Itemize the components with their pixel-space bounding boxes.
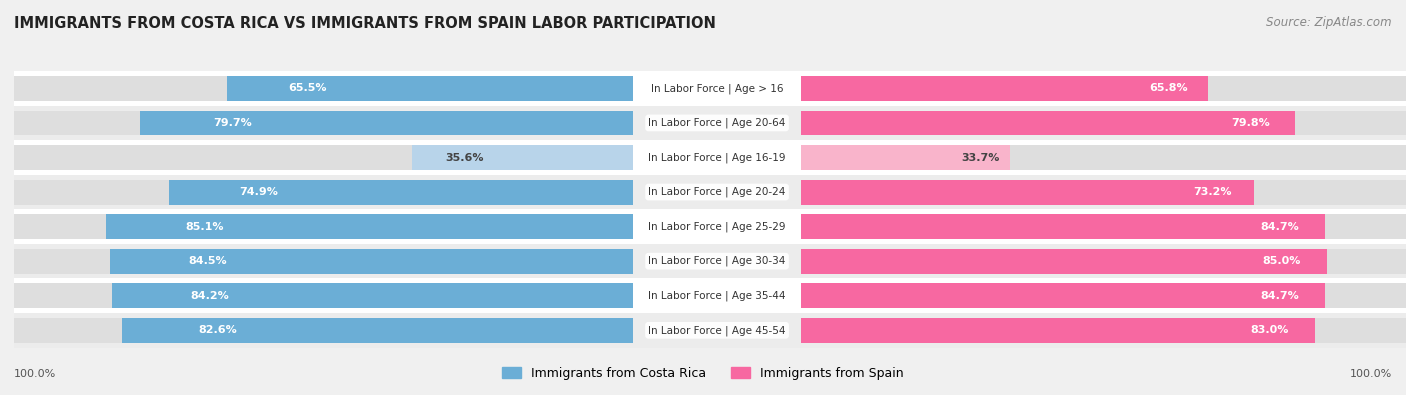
Bar <box>801 214 1326 239</box>
Bar <box>801 111 1295 135</box>
Bar <box>14 318 633 343</box>
Bar <box>801 249 1327 274</box>
Text: 33.7%: 33.7% <box>962 152 1000 162</box>
Text: In Labor Force | Age 16-19: In Labor Force | Age 16-19 <box>648 152 786 163</box>
Bar <box>801 106 1406 140</box>
Bar <box>633 71 801 106</box>
Bar <box>801 76 1406 101</box>
Bar <box>801 249 1406 274</box>
Text: 74.9%: 74.9% <box>239 187 278 197</box>
Bar <box>14 76 633 101</box>
Bar <box>801 283 1326 308</box>
Bar <box>801 71 1406 106</box>
Text: 79.7%: 79.7% <box>214 118 252 128</box>
Bar <box>633 106 801 140</box>
Text: 84.5%: 84.5% <box>188 256 226 266</box>
Text: 65.8%: 65.8% <box>1150 83 1188 93</box>
Bar <box>139 111 633 135</box>
Text: 85.1%: 85.1% <box>186 222 224 231</box>
Bar <box>633 209 801 244</box>
Bar <box>633 175 801 209</box>
Text: 100.0%: 100.0% <box>14 369 56 379</box>
Bar <box>14 278 633 313</box>
Bar <box>801 76 1209 101</box>
Text: In Labor Force | Age 35-44: In Labor Force | Age 35-44 <box>648 290 786 301</box>
Bar <box>801 318 1406 343</box>
Bar <box>801 145 1406 170</box>
Bar <box>801 180 1406 205</box>
Bar <box>633 313 801 348</box>
Bar <box>14 209 633 244</box>
Bar <box>14 145 633 170</box>
Bar <box>801 111 1406 135</box>
Text: 82.6%: 82.6% <box>198 325 238 335</box>
Text: IMMIGRANTS FROM COSTA RICA VS IMMIGRANTS FROM SPAIN LABOR PARTICIPATION: IMMIGRANTS FROM COSTA RICA VS IMMIGRANTS… <box>14 16 716 31</box>
Text: In Labor Force | Age > 16: In Labor Force | Age > 16 <box>651 83 783 94</box>
Bar <box>169 180 633 205</box>
Bar <box>801 278 1406 313</box>
Bar <box>14 283 633 308</box>
Bar <box>801 318 1315 343</box>
Text: In Labor Force | Age 20-64: In Labor Force | Age 20-64 <box>648 118 786 128</box>
Bar <box>14 180 633 205</box>
Bar <box>107 214 633 239</box>
Bar <box>801 283 1406 308</box>
Text: 84.7%: 84.7% <box>1260 222 1299 231</box>
Text: In Labor Force | Age 30-34: In Labor Force | Age 30-34 <box>648 256 786 267</box>
Bar <box>633 244 801 278</box>
Bar <box>801 209 1406 244</box>
Bar <box>14 140 633 175</box>
Text: 65.5%: 65.5% <box>288 83 326 93</box>
Bar <box>801 244 1406 278</box>
Bar <box>801 175 1406 209</box>
Text: 85.0%: 85.0% <box>1263 256 1301 266</box>
Bar <box>633 140 801 175</box>
Legend: Immigrants from Costa Rica, Immigrants from Spain: Immigrants from Costa Rica, Immigrants f… <box>498 362 908 385</box>
Bar <box>801 140 1406 175</box>
Bar <box>801 313 1406 348</box>
Bar <box>801 145 1010 170</box>
Bar <box>412 145 633 170</box>
Bar <box>801 214 1406 239</box>
Bar <box>14 249 633 274</box>
Bar <box>14 313 633 348</box>
Bar <box>228 76 633 101</box>
Text: 35.6%: 35.6% <box>446 152 484 162</box>
Bar <box>112 283 633 308</box>
Text: 100.0%: 100.0% <box>1350 369 1392 379</box>
Text: 79.8%: 79.8% <box>1232 118 1271 128</box>
Bar <box>14 244 633 278</box>
Text: In Labor Force | Age 45-54: In Labor Force | Age 45-54 <box>648 325 786 336</box>
Text: In Labor Force | Age 25-29: In Labor Force | Age 25-29 <box>648 221 786 232</box>
Text: 84.7%: 84.7% <box>1260 291 1299 301</box>
Bar <box>122 318 633 343</box>
Text: 84.2%: 84.2% <box>190 291 229 301</box>
Text: In Labor Force | Age 20-24: In Labor Force | Age 20-24 <box>648 187 786 198</box>
Bar <box>14 214 633 239</box>
Text: 83.0%: 83.0% <box>1251 325 1289 335</box>
Text: Source: ZipAtlas.com: Source: ZipAtlas.com <box>1267 16 1392 29</box>
Text: 73.2%: 73.2% <box>1194 187 1232 197</box>
Bar <box>14 111 633 135</box>
Bar <box>14 71 633 106</box>
Bar <box>633 278 801 313</box>
Bar <box>14 175 633 209</box>
Bar <box>110 249 633 274</box>
Bar <box>14 106 633 140</box>
Bar <box>801 180 1254 205</box>
